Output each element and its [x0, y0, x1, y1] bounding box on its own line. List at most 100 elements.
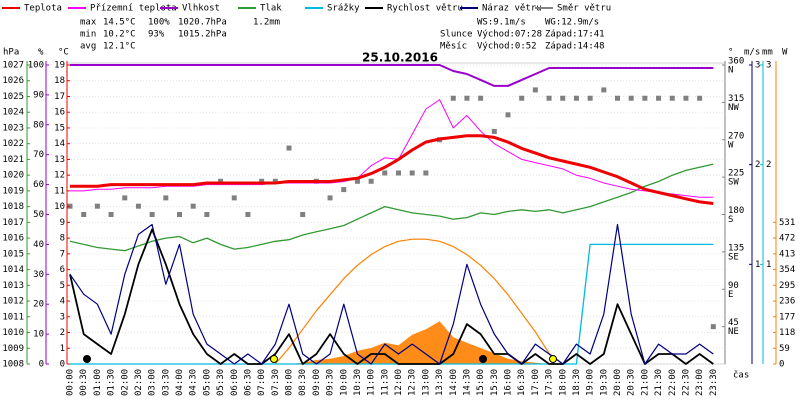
x-tick-label: 12:30 — [408, 369, 418, 396]
direction-point — [587, 95, 593, 101]
y-tick-label: 472 — [779, 234, 795, 244]
y-tick-label: 6 — [60, 265, 65, 275]
legend-label: Srážky — [327, 4, 360, 14]
x-tick-label: 02:30 — [134, 369, 144, 396]
y-tick-label: 18 — [54, 76, 65, 86]
y-tick-label: 8 — [60, 234, 65, 244]
direction-point — [478, 95, 484, 101]
compass-label: W — [728, 140, 734, 150]
direction-point — [560, 95, 566, 101]
x-tick-label: 23:30 — [709, 369, 719, 396]
y-tick-label: 2 — [766, 160, 771, 170]
chart-title: 25.10.2016 — [362, 51, 438, 65]
y-tick-label: 354 — [779, 265, 795, 275]
direction-point — [464, 95, 470, 101]
direction-point — [601, 87, 607, 93]
x-tick-label: 10:30 — [353, 369, 363, 396]
y-tick-label: 360 — [728, 57, 744, 67]
stats-value: 93% — [148, 30, 165, 40]
legend-label: Rychlost větru — [387, 4, 463, 14]
axis-unit: mm — [762, 48, 773, 58]
x-tick-label: 06:30 — [243, 369, 253, 396]
y-tick-label: 0 — [60, 360, 65, 370]
direction-point — [259, 178, 265, 184]
y-tick-label: 1011 — [2, 312, 24, 322]
line — [274, 238, 564, 365]
axis-unit: ° — [728, 48, 733, 58]
moonrise-icon — [83, 355, 91, 363]
y-tick-label: 1025 — [2, 92, 24, 102]
legend-label: Náraz větru — [482, 4, 542, 14]
y-tick-label: 531 — [779, 218, 795, 228]
direction-point — [149, 212, 155, 217]
direction-point — [519, 95, 525, 101]
info-text: Měsíc — [440, 42, 467, 52]
direction-point — [669, 95, 675, 101]
x-tick-label: 19:00 — [586, 369, 596, 396]
y-tick-label: 100 — [28, 61, 44, 71]
x-tick-label: 10:00 — [339, 369, 349, 396]
y-tick-label: 1020 — [2, 171, 24, 181]
x-tick-label: 00:30 — [79, 369, 89, 396]
y-tick-label: 177 — [779, 312, 795, 322]
compass-label: SE — [728, 252, 739, 262]
direction-point — [710, 324, 716, 330]
y-tick-label: 1019 — [2, 186, 24, 196]
y-tick-label: 1014 — [2, 265, 24, 275]
y-tick-label: 60 — [33, 180, 44, 190]
y-tick-label: 315 — [728, 94, 744, 104]
x-tick-label: 05:30 — [216, 369, 226, 396]
y-tick-label: 1024 — [2, 108, 24, 118]
direction-point — [300, 212, 306, 217]
stats-value: 14.5°C — [103, 18, 136, 28]
x-tick-label: 16:00 — [504, 369, 514, 396]
x-tick-label: 11:30 — [380, 369, 390, 396]
x-tick-label: 06:00 — [230, 369, 240, 396]
direction-point — [204, 212, 210, 217]
x-tick-label: 01:30 — [107, 369, 117, 396]
direction-point — [615, 95, 620, 101]
y-tick-label: 1016 — [2, 234, 24, 244]
direction-point — [327, 195, 333, 201]
x-tick-label: 13:00 — [421, 369, 431, 396]
y-tick-label: 135 — [728, 243, 744, 253]
line — [69, 223, 714, 365]
y-tick-label: 1015 — [2, 249, 24, 259]
sunset-icon — [549, 355, 557, 363]
direction-point — [382, 170, 388, 176]
x-tick-label: 21:00 — [640, 369, 650, 396]
x-tick-label: 17:30 — [545, 369, 555, 396]
x-tick-label: 14:30 — [462, 369, 472, 396]
y-tick-label: 1017 — [2, 218, 24, 228]
y-tick-label: 15 — [54, 123, 65, 133]
direction-point — [409, 170, 415, 176]
x-tick-label: 20:00 — [613, 369, 623, 396]
y-tick-label: 1026 — [2, 76, 24, 86]
y-tick-label: 1 — [60, 344, 65, 354]
stats-label: max — [80, 18, 97, 28]
x-tick-label: 17:00 — [531, 369, 541, 396]
info-text: Západ:17:41 — [545, 30, 605, 40]
y-tick-label: 13 — [54, 155, 65, 165]
direction-point — [231, 195, 237, 201]
direction-point — [368, 178, 374, 184]
y-tick-label: 80 — [33, 120, 44, 130]
y-tick-label: 12 — [54, 171, 65, 181]
axis-unit: m/s — [744, 48, 760, 58]
x-tick-label: 01:00 — [93, 369, 103, 396]
y-tick-label: 1022 — [2, 139, 24, 149]
y-tick-label: 59 — [779, 344, 790, 354]
stats-value: 1.2mm — [253, 18, 280, 28]
direction-point — [573, 95, 579, 101]
y-tick-label: 19 — [54, 61, 65, 71]
direction-point — [81, 212, 87, 217]
y-tick-label: 236 — [779, 297, 795, 307]
y-tick-label: 30 — [33, 270, 44, 280]
info-text: Východ:07:28 — [477, 30, 542, 40]
y-tick-label: 225 — [728, 169, 744, 179]
x-tick-label: 04:00 — [175, 369, 185, 396]
compass-label: S — [728, 215, 733, 225]
x-tick-label: 21:30 — [654, 369, 664, 396]
x-tick-label: 18:30 — [572, 369, 582, 396]
y-tick-label: 1 — [766, 260, 771, 270]
